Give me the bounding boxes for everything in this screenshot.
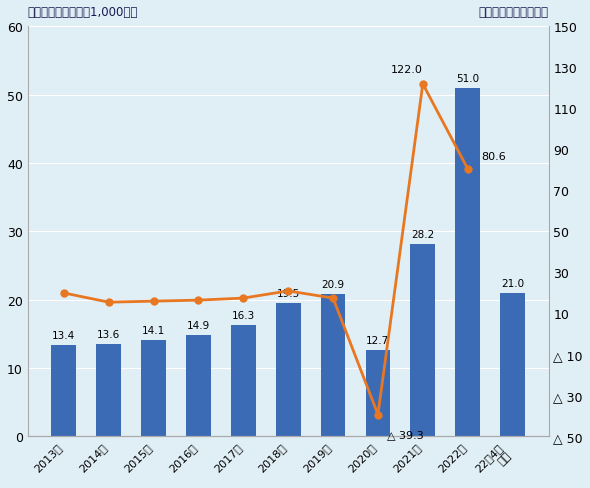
Text: 16.3: 16.3 bbox=[232, 311, 255, 321]
Text: 12.7: 12.7 bbox=[366, 335, 389, 345]
Text: 28.2: 28.2 bbox=[411, 229, 434, 240]
Bar bbox=[321, 294, 345, 437]
Bar bbox=[366, 350, 390, 437]
Bar bbox=[500, 293, 525, 437]
Text: 14.9: 14.9 bbox=[187, 320, 210, 330]
Text: 13.4: 13.4 bbox=[52, 330, 76, 341]
Text: 21.0: 21.0 bbox=[501, 279, 524, 288]
Bar bbox=[141, 341, 166, 437]
Bar bbox=[231, 325, 255, 437]
Bar bbox=[276, 304, 300, 437]
Text: 13.6: 13.6 bbox=[97, 329, 120, 339]
Text: 20.9: 20.9 bbox=[322, 279, 345, 289]
Bar bbox=[186, 335, 211, 437]
Bar bbox=[51, 345, 76, 437]
Bar bbox=[411, 244, 435, 437]
Text: △ 39.3: △ 39.3 bbox=[387, 429, 424, 439]
Text: 51.0: 51.0 bbox=[456, 74, 479, 84]
Text: （入国者数、単位：1,000人）: （入国者数、単位：1,000人） bbox=[28, 6, 138, 19]
Text: （前年比、単位：％）: （前年比、単位：％） bbox=[478, 6, 549, 19]
Text: 80.6: 80.6 bbox=[481, 151, 506, 161]
Text: 122.0: 122.0 bbox=[391, 64, 423, 75]
Bar bbox=[96, 344, 121, 437]
Bar bbox=[455, 89, 480, 437]
Text: 19.5: 19.5 bbox=[277, 289, 300, 299]
Text: 14.1: 14.1 bbox=[142, 325, 165, 336]
